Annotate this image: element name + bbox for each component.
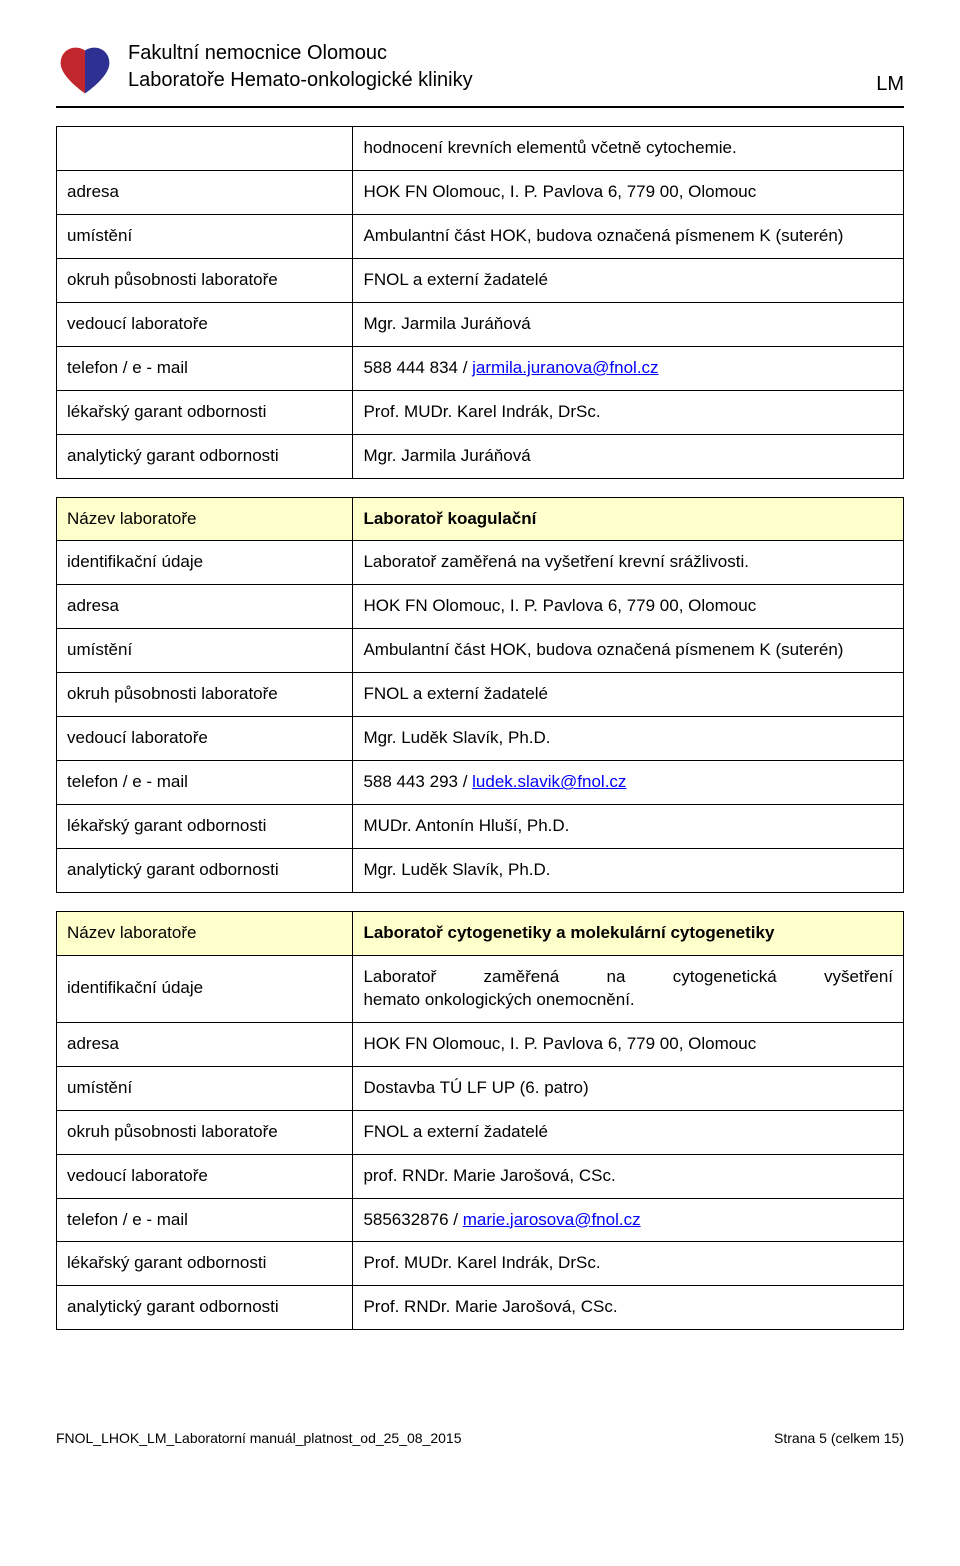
- row-value: Mgr. Luděk Slavík, Ph.D.: [353, 717, 904, 761]
- hospital-logo-icon: [56, 40, 114, 98]
- row-label: lékařský garant odbornosti: [57, 1242, 353, 1286]
- email-link[interactable]: ludek.slavik@fnol.cz: [472, 772, 626, 791]
- row-label: identifikační údaje: [57, 541, 353, 585]
- table-row: Název laboratoře Laboratoř koagulační: [57, 497, 904, 541]
- top-note: hodnocení krevních elementů včetně cytoc…: [353, 127, 904, 171]
- table-row: analytický garant odbornosti Prof. RNDr.…: [57, 1286, 904, 1330]
- email-link[interactable]: marie.jarosova@fnol.cz: [463, 1210, 641, 1229]
- row-label: adresa: [57, 1022, 353, 1066]
- row-value: Mgr. Luděk Slavík, Ph.D.: [353, 849, 904, 893]
- table-row: lékařský garant odbornosti Prof. MUDr. K…: [57, 1242, 904, 1286]
- lab-title-value: Laboratoř koagulační: [353, 497, 904, 541]
- lab-title-value: Laboratoř cytogenetiky a molekulární cyt…: [353, 911, 904, 955]
- lab-info-table-2: Název laboratoře Laboratoř koagulační id…: [56, 497, 904, 893]
- email-link[interactable]: jarmila.juranova@fnol.cz: [472, 358, 658, 377]
- row-label: vedoucí laboratoře: [57, 717, 353, 761]
- table-row: telefon / e - mail 588 443 293 / ludek.s…: [57, 761, 904, 805]
- table-row: telefon / e - mail 585632876 / marie.jar…: [57, 1198, 904, 1242]
- row-label: okruh působnosti laboratoře: [57, 1110, 353, 1154]
- header-lm: LM: [876, 73, 904, 96]
- table-row: identifikační údaje Laboratoř zaměřená n…: [57, 541, 904, 585]
- table-row: telefon / e - mail 588 444 834 / jarmila…: [57, 346, 904, 390]
- row-label: analytický garant odbornosti: [57, 849, 353, 893]
- row-label: umístění: [57, 214, 353, 258]
- row-label: analytický garant odbornosti: [57, 434, 353, 478]
- page-footer: FNOL_LHOK_LM_Laboratorní manuál_platnost…: [56, 1430, 904, 1446]
- row-value: Dostavba TÚ LF UP (6. patro): [353, 1066, 904, 1110]
- row-value: FNOL a externí žadatelé: [353, 258, 904, 302]
- row-label: identifikační údaje: [57, 955, 353, 1022]
- table-row: umístění Ambulantní část HOK, budova ozn…: [57, 214, 904, 258]
- row-value: FNOL a externí žadatelé: [353, 673, 904, 717]
- row-label: lékařský garant odbornosti: [57, 805, 353, 849]
- phone-prefix: 585632876 /: [363, 1210, 462, 1229]
- page: Fakultní nemocnice Olomouc Laboratoře He…: [0, 0, 960, 1476]
- empty-label: [57, 127, 353, 171]
- page-header: Fakultní nemocnice Olomouc Laboratoře He…: [56, 40, 904, 108]
- row-value: Prof. MUDr. Karel Indrák, DrSc.: [353, 1242, 904, 1286]
- header-org: Fakultní nemocnice Olomouc: [128, 40, 876, 67]
- row-label: telefon / e - mail: [57, 761, 353, 805]
- lab-title-label: Název laboratoře: [57, 911, 353, 955]
- row-label: umístění: [57, 629, 353, 673]
- table-row: umístění Ambulantní část HOK, budova ozn…: [57, 629, 904, 673]
- row-label: analytický garant odbornosti: [57, 1286, 353, 1330]
- row-label: adresa: [57, 170, 353, 214]
- table-row: vedoucí laboratoře prof. RNDr. Marie Jar…: [57, 1154, 904, 1198]
- phone-prefix: 588 444 834 /: [363, 358, 472, 377]
- row-label: lékařský garant odbornosti: [57, 390, 353, 434]
- row-value: HOK FN Olomouc, I. P. Pavlova 6, 779 00,…: [353, 1022, 904, 1066]
- row-value: HOK FN Olomouc, I. P. Pavlova 6, 779 00,…: [353, 170, 904, 214]
- row-label: vedoucí laboratoře: [57, 302, 353, 346]
- lab-info-table-1: hodnocení krevních elementů včetně cytoc…: [56, 126, 904, 479]
- row-value: 588 443 293 / ludek.slavik@fnol.cz: [353, 761, 904, 805]
- table-row: vedoucí laboratoře Mgr. Jarmila Juráňová: [57, 302, 904, 346]
- row-value: Ambulantní část HOK, budova označená pís…: [353, 214, 904, 258]
- row-value: MUDr. Antonín Hluší, Ph.D.: [353, 805, 904, 849]
- phone-prefix: 588 443 293 /: [363, 772, 472, 791]
- row-value: Mgr. Jarmila Juráňová: [353, 434, 904, 478]
- table-row: okruh působnosti laboratoře FNOL a exter…: [57, 258, 904, 302]
- table-row: lékařský garant odbornosti MUDr. Antonín…: [57, 805, 904, 849]
- row-label: telefon / e - mail: [57, 346, 353, 390]
- lab-info-table-3: Název laboratoře Laboratoř cytogenetiky …: [56, 911, 904, 1330]
- row-value: HOK FN Olomouc, I. P. Pavlova 6, 779 00,…: [353, 585, 904, 629]
- row-value: Laboratoř zaměřená na cytogenetická vyše…: [353, 955, 904, 1022]
- row-value: Laboratoř zaměřená na vyšetření krevní s…: [353, 541, 904, 585]
- table-row: analytický garant odbornosti Mgr. Jarmil…: [57, 434, 904, 478]
- table-row: vedoucí laboratoře Mgr. Luděk Slavík, Ph…: [57, 717, 904, 761]
- row-label: okruh působnosti laboratoře: [57, 258, 353, 302]
- row-label: umístění: [57, 1066, 353, 1110]
- header-text: Fakultní nemocnice Olomouc Laboratoře He…: [128, 40, 876, 94]
- row-value: Ambulantní část HOK, budova označená pís…: [353, 629, 904, 673]
- table-row: adresa HOK FN Olomouc, I. P. Pavlova 6, …: [57, 1022, 904, 1066]
- table-row: umístění Dostavba TÚ LF UP (6. patro): [57, 1066, 904, 1110]
- row-label: okruh působnosti laboratoře: [57, 673, 353, 717]
- table-row: analytický garant odbornosti Mgr. Luděk …: [57, 849, 904, 893]
- row-label: telefon / e - mail: [57, 1198, 353, 1242]
- row-value: FNOL a externí žadatelé: [353, 1110, 904, 1154]
- table-row: adresa HOK FN Olomouc, I. P. Pavlova 6, …: [57, 585, 904, 629]
- header-dept: Laboratoře Hemato-onkologické kliniky: [128, 67, 876, 94]
- table-row: Název laboratoře Laboratoř cytogenetiky …: [57, 911, 904, 955]
- row-value: Prof. RNDr. Marie Jarošová, CSc.: [353, 1286, 904, 1330]
- row-value: Mgr. Jarmila Juráňová: [353, 302, 904, 346]
- footer-right: Strana 5 (celkem 15): [774, 1430, 904, 1446]
- table-row: okruh působnosti laboratoře FNOL a exter…: [57, 673, 904, 717]
- row-label: vedoucí laboratoře: [57, 1154, 353, 1198]
- row-value: 585632876 / marie.jarosova@fnol.cz: [353, 1198, 904, 1242]
- table-row: hodnocení krevních elementů včetně cytoc…: [57, 127, 904, 171]
- row-label: adresa: [57, 585, 353, 629]
- row-value: prof. RNDr. Marie Jarošová, CSc.: [353, 1154, 904, 1198]
- row-value: 588 444 834 / jarmila.juranova@fnol.cz: [353, 346, 904, 390]
- table-row: identifikační údaje Laboratoř zaměřená n…: [57, 955, 904, 1022]
- lab-title-label: Název laboratoře: [57, 497, 353, 541]
- row-value: Prof. MUDr. Karel Indrák, DrSc.: [353, 390, 904, 434]
- footer-left: FNOL_LHOK_LM_Laboratorní manuál_platnost…: [56, 1430, 462, 1446]
- table-row: adresa HOK FN Olomouc, I. P. Pavlova 6, …: [57, 170, 904, 214]
- table-row: okruh působnosti laboratoře FNOL a exter…: [57, 1110, 904, 1154]
- table-row: lékařský garant odbornosti Prof. MUDr. K…: [57, 390, 904, 434]
